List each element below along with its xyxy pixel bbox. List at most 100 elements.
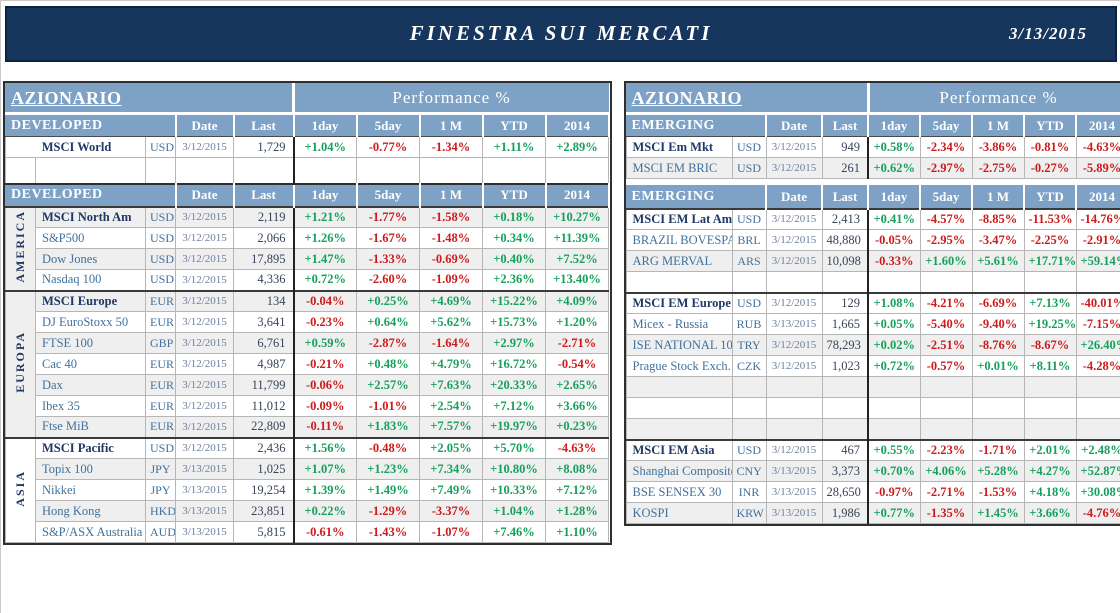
cell-currency (732, 377, 766, 398)
cell-perf: +52.87% (1076, 461, 1120, 482)
cell-date: 3/12/2015 (176, 291, 234, 312)
table-row (626, 377, 1120, 398)
table-row (626, 272, 1120, 293)
column-header: 5day (357, 184, 420, 207)
cell-perf: +0.58% (868, 137, 920, 158)
cell-last: 17,895 (234, 249, 294, 270)
cell-perf (920, 272, 972, 293)
cell-perf: +1.56% (294, 438, 357, 459)
cell-last: 2,119 (234, 207, 294, 228)
cell-perf: +59.14% (1076, 251, 1120, 272)
cell-date (766, 377, 822, 398)
cell-perf: +2.65% (546, 375, 609, 396)
cell-perf: +30.08% (1076, 482, 1120, 503)
cell-name: Ftse MiB (36, 417, 146, 438)
cell-currency: ARS (732, 251, 766, 272)
cell-currency: EUR (146, 396, 176, 417)
cell-perf: +15.73% (483, 312, 546, 333)
cell-perf: -0.06% (294, 375, 357, 396)
cell-perf: -2.71% (920, 482, 972, 503)
cell-name: Shanghai Composite (626, 461, 732, 482)
cell-perf: -1.07% (420, 522, 483, 543)
table-title-cell: AZIONARIO (6, 84, 294, 114)
cell-perf: +13.40% (546, 270, 609, 291)
cell-perf: +2.48% (1076, 440, 1120, 461)
region-label: ASIA (6, 438, 36, 543)
cell-perf: +1.07% (294, 459, 357, 480)
cell-perf: +1.49% (357, 480, 420, 501)
cell-last (822, 377, 868, 398)
cell-last: 2,413 (822, 209, 868, 230)
cell-perf (1076, 377, 1120, 398)
cell-perf (420, 158, 483, 184)
cell-perf: -1.71% (972, 440, 1024, 461)
cell-perf: -1.43% (357, 522, 420, 543)
column-header: Date (176, 114, 234, 137)
cell-perf: +1.10% (546, 522, 609, 543)
cell-name: S&P/ASX Australia (36, 522, 146, 543)
region-label-text: EUROPA (13, 331, 28, 393)
cell-last: 1,986 (822, 503, 868, 524)
cell-name: Ibex 35 (36, 396, 146, 417)
cell-name: MSCI Europe (36, 291, 146, 312)
cell-name: MSCI EM Lat Am (626, 209, 732, 230)
cell-currency: EUR (146, 291, 176, 312)
cell-name: BRAZIL BOVESPA (626, 230, 732, 251)
cell-perf: +0.41% (868, 209, 920, 230)
cell-date: 3/12/2015 (176, 354, 234, 375)
cell-perf: -1.35% (920, 503, 972, 524)
column-header: 2014 (1076, 186, 1120, 209)
cell-name: ARG MERVAL (626, 251, 732, 272)
cell-perf: +1.60% (920, 251, 972, 272)
cell-perf: +2.54% (420, 396, 483, 417)
cell-currency: TRY (732, 335, 766, 356)
cell-perf: -1.64% (420, 333, 483, 354)
cell-currency: EUR (146, 375, 176, 396)
cell-date: 3/13/2015 (766, 482, 822, 503)
cell-last: 4,336 (234, 270, 294, 291)
cell-perf: -0.23% (294, 312, 357, 333)
cell-name: DJ EuroStoxx 50 (36, 312, 146, 333)
cell-currency: USD (732, 137, 766, 158)
group-header: EMERGING (626, 114, 766, 137)
cell-date: 3/13/2015 (176, 459, 234, 480)
cell-currency: USD (732, 293, 766, 314)
cell-perf: +1.04% (294, 137, 357, 158)
cell-last: 6,761 (234, 333, 294, 354)
table-title-cell: AZIONARIO (626, 84, 868, 114)
cell-name (626, 398, 732, 419)
column-header: 1 M (420, 184, 483, 207)
cell-date: 3/13/2015 (766, 503, 822, 524)
region-label-text: AMERICA (13, 210, 28, 283)
report-title: FINESTRA SUI MERCATI (7, 21, 1115, 46)
cell-name: Topix 100 (36, 459, 146, 480)
performance-header: Performance % (868, 84, 1120, 114)
cell-perf: +0.72% (294, 270, 357, 291)
cell-currency: AUD (146, 522, 176, 543)
cell-perf: +4.06% (920, 461, 972, 482)
cell-date: 3/12/2015 (176, 333, 234, 354)
cell-currency: JPY (146, 480, 176, 501)
cell-perf (1024, 419, 1076, 440)
cell-date: 3/12/2015 (176, 396, 234, 417)
cell-currency: EUR (146, 354, 176, 375)
cell-perf: +2.36% (483, 270, 546, 291)
region-label-text: ASIA (13, 470, 28, 507)
cell-name: Nasdaq 100 (36, 270, 146, 291)
cell-name (626, 419, 732, 440)
column-header: YTD (483, 184, 546, 207)
cell-perf: +4.79% (420, 354, 483, 375)
cell-perf (868, 377, 920, 398)
column-header: 5day (920, 186, 972, 209)
cell-perf: +7.34% (420, 459, 483, 480)
cell-perf (1076, 419, 1120, 440)
cell-date: 3/12/2015 (766, 356, 822, 377)
cell-perf: -2.71% (546, 333, 609, 354)
